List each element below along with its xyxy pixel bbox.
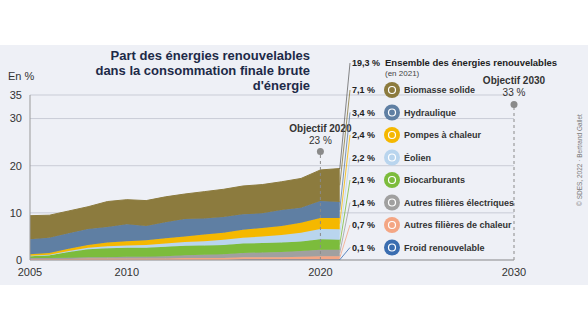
svg-text:30: 30 xyxy=(10,112,22,124)
svg-text:Objectif 2020: Objectif 2020 xyxy=(289,123,352,134)
html-text:Part des énergies renouvelable: Part des énergies renouvelables dans la … xyxy=(95,48,310,93)
svg-text:Pompes à chaleur: Pompes à chaleur xyxy=(404,130,482,140)
html-text:En %: En % xyxy=(8,70,35,82)
svg-text:2010: 2010 xyxy=(115,266,139,278)
svg-text:7,1 %: 7,1 % xyxy=(352,85,375,95)
svg-text:© SDES, 2022 · Bertrand Gallet: © SDES, 2022 · Bertrand Gallet xyxy=(576,114,580,206)
svg-text:3,4 %: 3,4 % xyxy=(352,108,375,118)
svg-text:Biomasse solide: Biomasse solide xyxy=(404,85,475,95)
svg-text:2,4 %: 2,4 % xyxy=(352,130,375,140)
svg-text:2,1 %: 2,1 % xyxy=(352,175,375,185)
svg-text:0,7 %: 0,7 % xyxy=(352,220,375,230)
svg-text:33 %: 33 % xyxy=(503,87,526,98)
svg-text:2,2 %: 2,2 % xyxy=(352,153,375,163)
svg-text:2005: 2005 xyxy=(18,266,42,278)
svg-text:Autres filières de chaleur: Autres filières de chaleur xyxy=(404,220,512,230)
svg-text:23 %: 23 % xyxy=(309,135,332,146)
svg-text:2020: 2020 xyxy=(308,266,332,278)
svg-text:(en 2021): (en 2021) xyxy=(385,69,420,78)
svg-text:19,3 %: 19,3 % xyxy=(352,58,380,68)
svg-text:10: 10 xyxy=(10,207,22,219)
svg-text:1,4 %: 1,4 % xyxy=(352,198,375,208)
svg-text:Éolien: Éolien xyxy=(404,153,431,163)
svg-text:Froid renouvelable: Froid renouvelable xyxy=(404,243,485,253)
svg-text:2030: 2030 xyxy=(502,266,526,278)
svg-text:20: 20 xyxy=(10,160,22,172)
svg-text:Biocarburants: Biocarburants xyxy=(404,175,465,185)
svg-text:Hydraulique: Hydraulique xyxy=(404,108,456,118)
svg-text:Ensemble des énergies renouvel: Ensemble des énergies renouvelables xyxy=(385,57,557,68)
svg-text:Objectif 2030: Objectif 2030 xyxy=(483,75,546,86)
svg-text:0: 0 xyxy=(16,254,22,266)
svg-text:35: 35 xyxy=(10,89,22,101)
svg-text:Autres filières électriques: Autres filières électriques xyxy=(404,198,514,208)
svg-text:0,1 %: 0,1 % xyxy=(352,243,375,253)
